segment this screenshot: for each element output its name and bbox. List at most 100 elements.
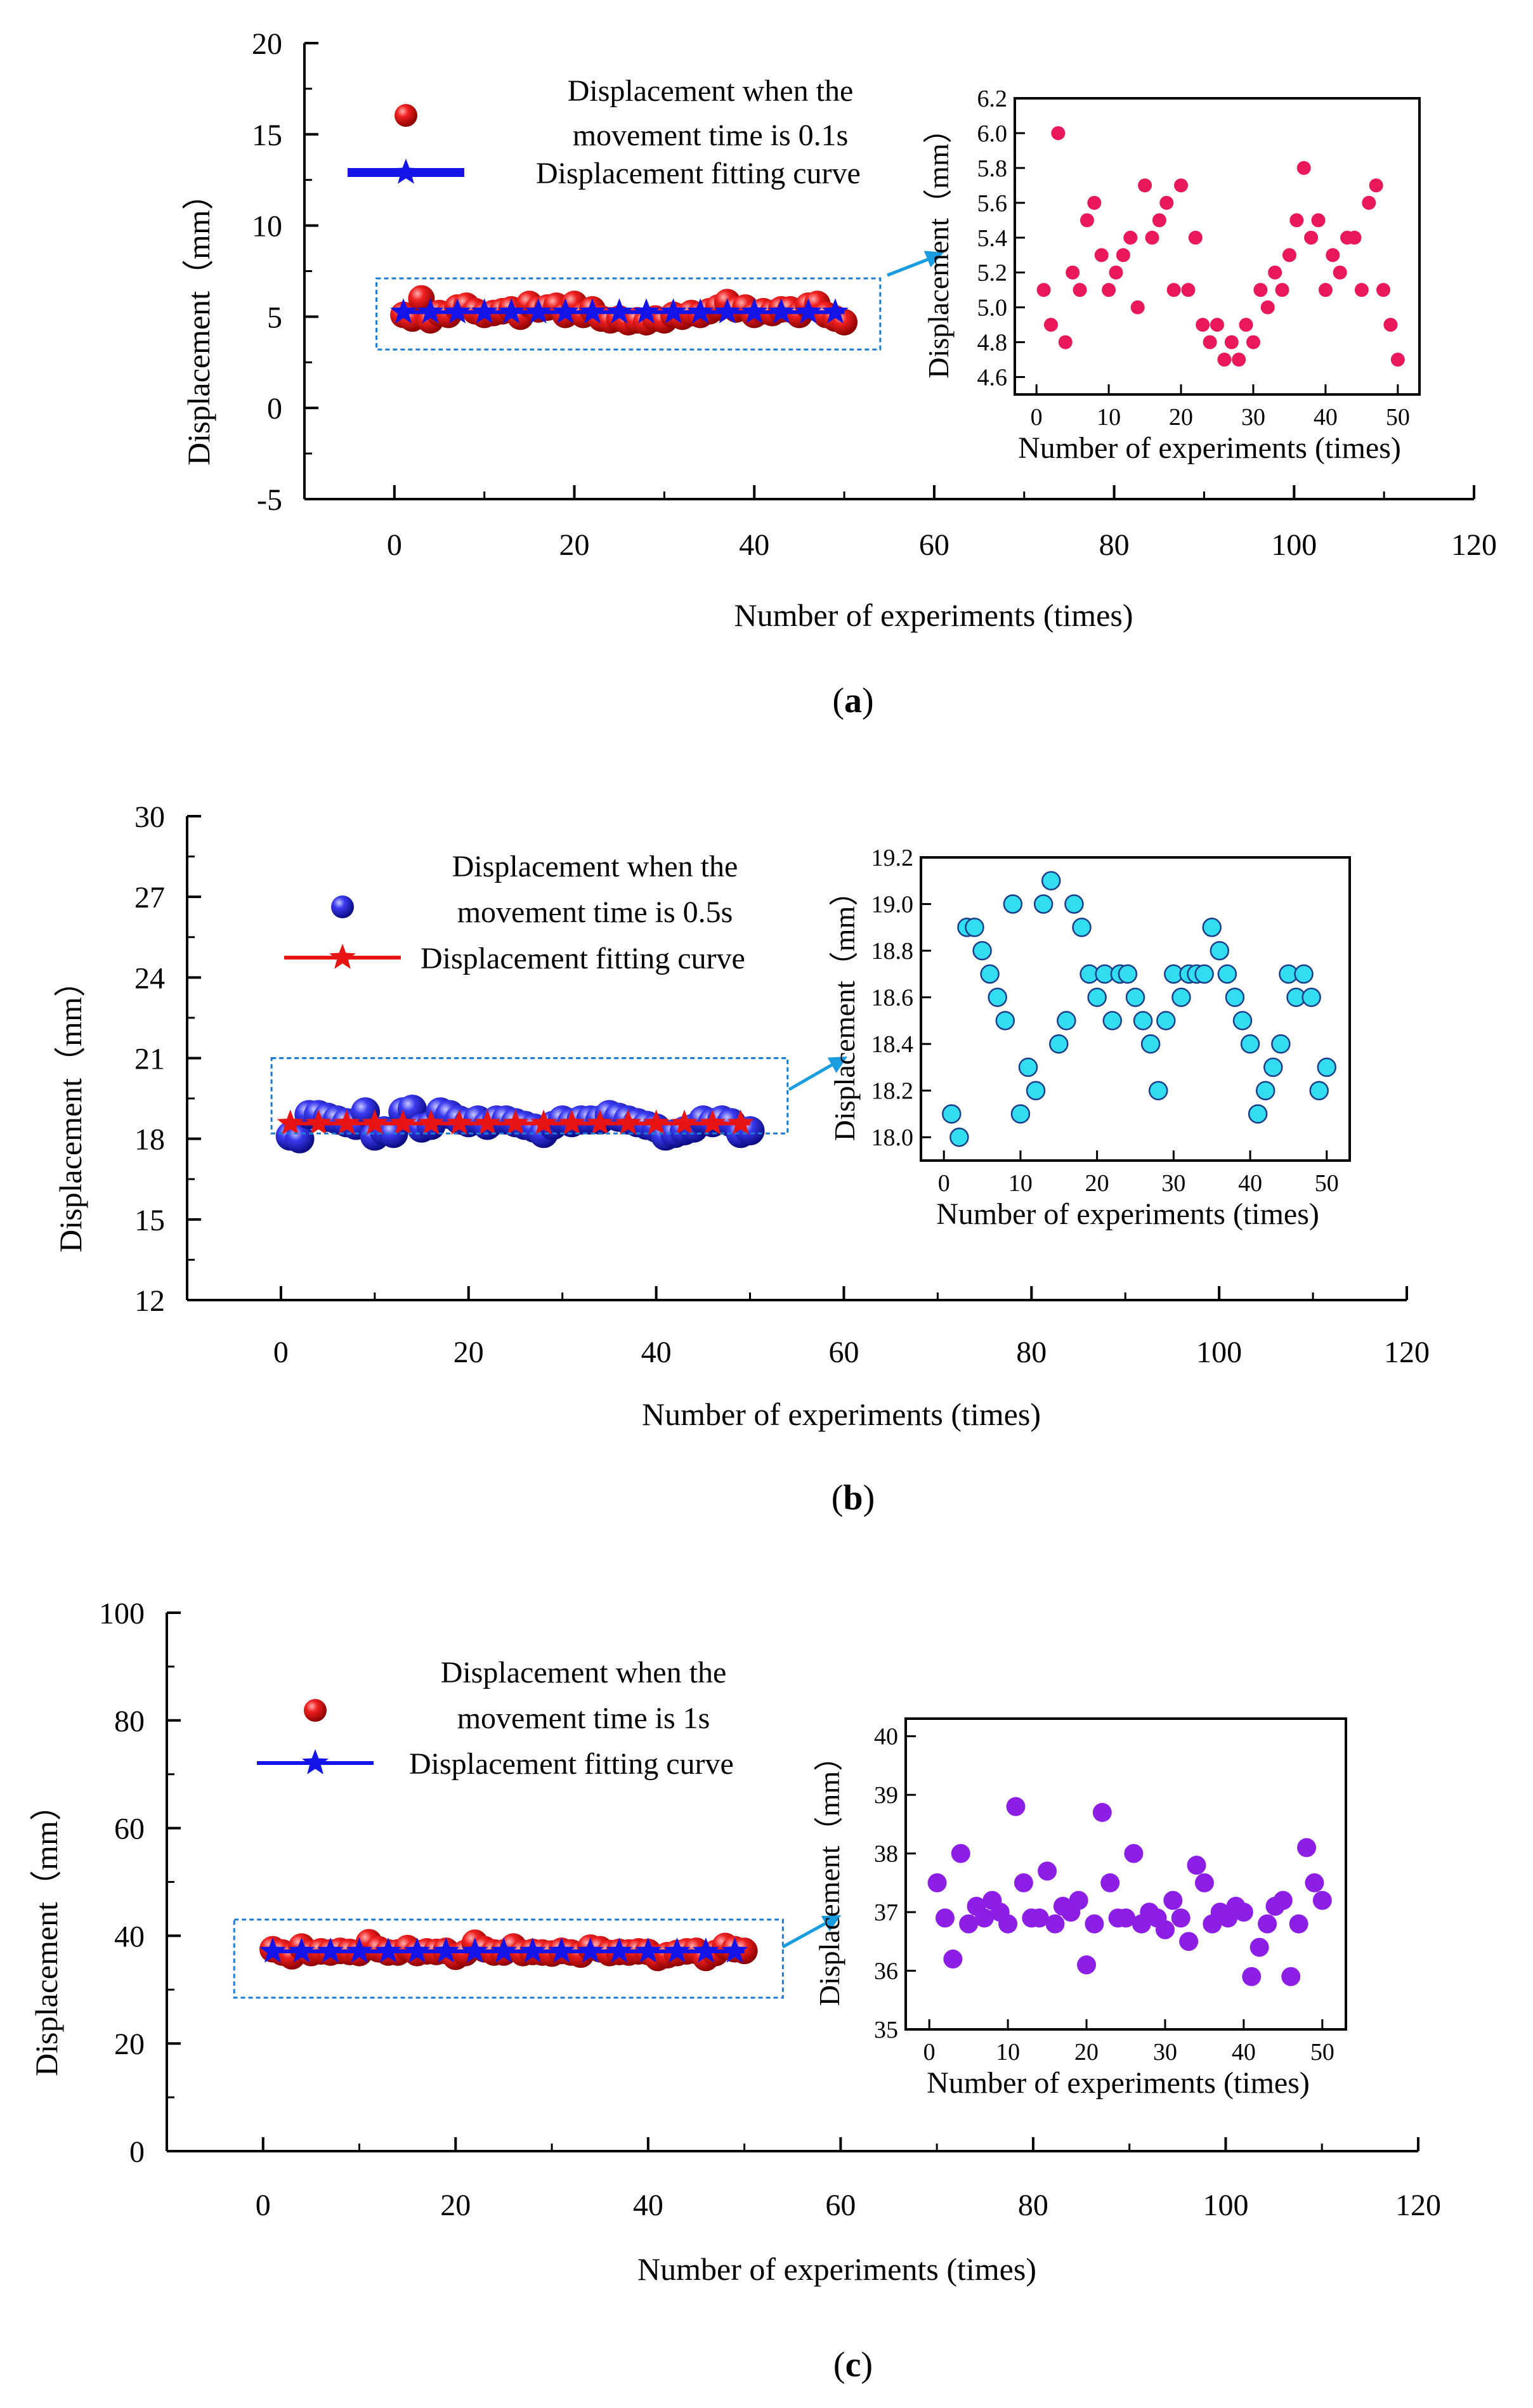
legend-point-marker: [331, 895, 354, 918]
legend-star-marker: [302, 1749, 329, 1774]
connector-arrow-line: [781, 1917, 835, 1949]
inset-data-point: [972, 940, 992, 961]
inset-data-point: [1194, 964, 1214, 984]
inset-x-tick-label: 40: [1232, 2039, 1256, 2066]
inset-data-point: [1092, 1802, 1112, 1822]
x-tick-label: 40: [633, 2189, 663, 2222]
x-tick-label: 0: [387, 528, 402, 562]
inset-data-point: [1069, 1891, 1088, 1910]
inset-data-point: [1043, 318, 1058, 332]
inset-data-point: [1255, 1081, 1275, 1100]
inset-data-point: [1102, 1011, 1123, 1031]
inset-y-tick-label: 5.2: [977, 260, 1008, 287]
inset-data-point: [1130, 300, 1145, 315]
inset-data-point: [1317, 1057, 1337, 1077]
inset-data-point: [965, 918, 984, 937]
x-tick-label: 120: [1384, 1336, 1430, 1369]
y-axis-label: Displacement（mm）: [29, 1789, 64, 2076]
fitting-curve-star: [727, 1109, 754, 1135]
inset-data-point: [1289, 213, 1304, 228]
fitting-curve-star: [490, 1937, 518, 1963]
inset-y-tick-label: 40: [874, 1724, 898, 1750]
inset-data-point: [1234, 1903, 1253, 1922]
inset-data-point: [949, 1127, 969, 1147]
inset-data-point: [1273, 1891, 1293, 1910]
inset-data-point: [935, 1908, 955, 1928]
y-tick-label: 60: [114, 1813, 145, 1846]
legend-label-fit: Displacement fitting curve: [421, 942, 745, 975]
inset-data-point: [1116, 248, 1130, 263]
inset-x-tick-label: 20: [1169, 404, 1193, 431]
fitting-curve-star: [474, 1109, 501, 1135]
fitting-curve-star: [403, 1937, 431, 1963]
inset-data-point: [1282, 248, 1296, 263]
inset-x-tick-label: 10: [1097, 404, 1121, 431]
inset-data-point: [1049, 1034, 1069, 1054]
inset-x-tick-label: 40: [1238, 1170, 1262, 1197]
inset-plot-b: 18.0 18.2 18.4 18.6 18.8 19.0 19.2 0 10 20 30 40 50N…: [828, 845, 1351, 1231]
inset-data-point: [1057, 1011, 1076, 1031]
inset-y-tick-label: 19.0: [871, 892, 914, 918]
inset-y-tick-label: 36: [874, 1958, 898, 1985]
inset-data-point: [1003, 894, 1023, 914]
inset-data-point: [998, 1914, 1018, 1934]
inset-data-point: [1369, 178, 1383, 193]
fitting-curve-star: [687, 298, 714, 323]
inset-data-point: [1239, 318, 1253, 332]
fitting-curve-star: [361, 1109, 388, 1135]
inset-data-point: [1051, 126, 1066, 140]
fitting-curve-star: [577, 1937, 604, 1963]
y-tick-label: 27: [134, 881, 165, 914]
inset-data-point: [927, 1873, 947, 1892]
fitting-curve-star: [346, 1937, 373, 1963]
highlight-box: [375, 277, 882, 351]
inset-data-point: [1253, 283, 1268, 297]
inset-data-point: [1304, 230, 1319, 245]
legend-star-marker: [329, 944, 356, 969]
inset-y-tick-label: 5.6: [977, 190, 1008, 217]
x-tick-label: 100: [1271, 528, 1317, 562]
y-tick-label: -5: [257, 483, 282, 517]
inset-data-point: [951, 1844, 970, 1863]
inset-data-point: [1232, 353, 1246, 367]
inset-data-point: [1152, 213, 1166, 228]
fitting-curve-star: [606, 1937, 633, 1963]
inset-data-point: [1242, 1967, 1262, 1986]
fitting-curve-star: [417, 1109, 445, 1135]
inset-data-point: [1210, 318, 1224, 332]
x-tick-label: 120: [1451, 528, 1497, 562]
inset-data-point: [1383, 318, 1398, 332]
inset-data-point: [1249, 1937, 1269, 1957]
fitting-curve-star: [502, 1109, 529, 1135]
inset-data-point: [1171, 1908, 1191, 1928]
inset-data-point: [1301, 987, 1321, 1007]
y-axis-label: Displacement（mm）: [53, 965, 88, 1253]
inset-data-point: [1225, 987, 1245, 1007]
y-tick-label: 0: [267, 392, 282, 426]
y-tick-label: 15: [134, 1204, 165, 1237]
inset-data-point: [1326, 248, 1340, 263]
fitting-curve-star: [671, 1109, 698, 1135]
inset-x-tick-label: 50: [1315, 1170, 1339, 1197]
inset-data-point: [1073, 283, 1087, 297]
inset-x-tick-label: 20: [1085, 1170, 1109, 1197]
legend-point-marker: [395, 104, 417, 127]
fitting-curve-star: [548, 1937, 575, 1963]
inset-frame: [904, 1717, 1347, 2031]
inset-y-tick-label: 19.2: [871, 845, 914, 871]
fitting-curve-star: [277, 1109, 304, 1135]
x-axis-label: Number of experiments (times): [642, 1396, 1041, 1432]
inset-data-point: [1124, 1844, 1144, 1863]
inset-data-point: [1390, 353, 1405, 367]
inset-y-axis-label: Displacement（mm）: [813, 1742, 845, 2006]
y-tick-label: 12: [134, 1284, 165, 1318]
connector-arrow-line: [788, 1058, 841, 1091]
inset-data-point: [1275, 283, 1289, 297]
inset-data-point: [1202, 918, 1222, 937]
fitting-curve-star: [317, 1937, 344, 1963]
caption-a: (a): [832, 681, 873, 720]
inset-y-tick-label: 5.8: [977, 155, 1008, 182]
